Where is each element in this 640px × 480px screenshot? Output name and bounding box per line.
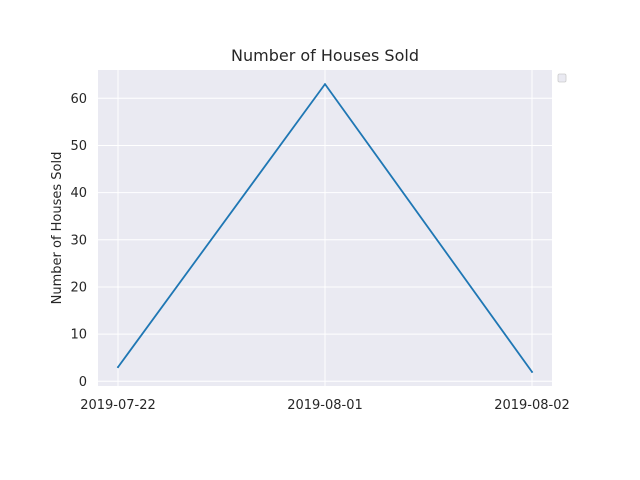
x-tick-label: 2019-08-02 <box>494 398 570 413</box>
grid-lines <box>98 70 552 386</box>
y-tick-label: 20 <box>70 280 87 295</box>
x-tick-label: 2019-08-01 <box>287 398 363 413</box>
y-axis-label: Number of Houses Sold <box>50 152 65 305</box>
data-point <box>531 370 533 373</box>
y-tick-label: 0 <box>79 375 87 390</box>
series-layer <box>116 83 534 374</box>
y-tick-label: 40 <box>70 186 87 201</box>
x-axis-ticks: 2019-07-22 2019-08-01 2019-08-02 <box>80 398 570 413</box>
y-tick-label: 60 <box>70 92 87 107</box>
legend-box <box>557 73 567 83</box>
data-point <box>117 366 119 369</box>
y-tick-label: 10 <box>70 328 87 343</box>
data-point <box>324 83 326 86</box>
y-tick-label: 50 <box>70 139 87 154</box>
chart-title: Number of Houses Sold <box>231 46 419 65</box>
y-axis-ticks: 0 10 20 30 40 50 60 <box>70 92 87 390</box>
x-tick-label: 2019-07-22 <box>80 398 156 413</box>
y-tick-label: 30 <box>70 233 87 248</box>
